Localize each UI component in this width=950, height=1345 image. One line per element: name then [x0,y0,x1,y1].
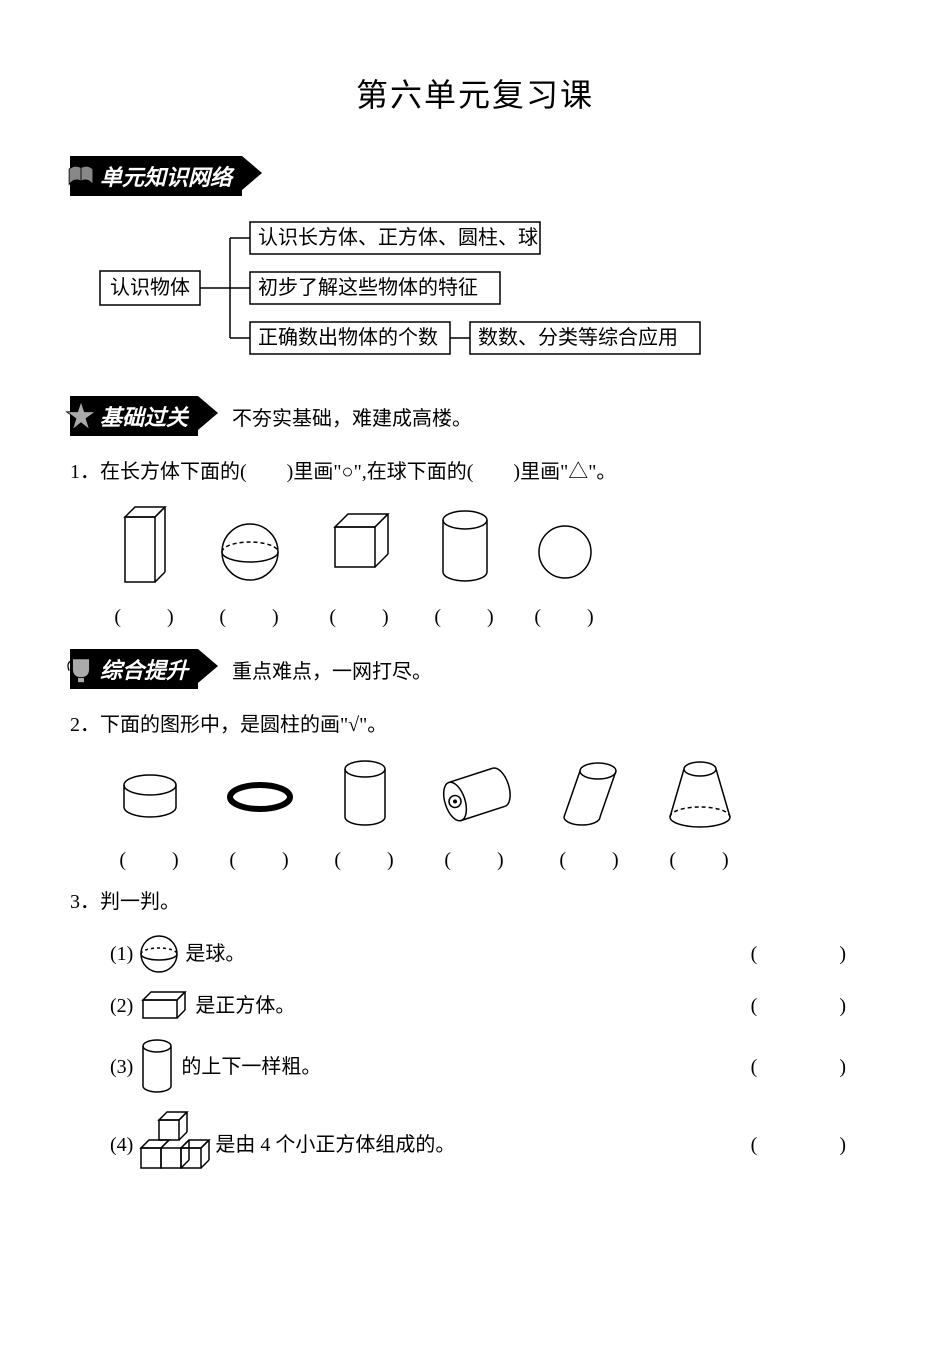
q2-shape-short-cylinder: ( ) [110,755,190,872]
q3-i4-post: 是由 4 个小正方体组成的。 [215,1131,455,1159]
star-icon [64,399,98,433]
q3-i4-paren: ( ) [751,1131,880,1159]
q2-num: 2． [70,714,100,736]
q3-item-2: (2) 是正方体。 ( ) [110,988,880,1024]
q1-paren-2: ( ) [219,600,280,629]
badge-advanced-text: 综合提升 [100,653,188,685]
section-basic-header: 基础过关 不夯实基础，难建成高楼。 [70,396,880,436]
q1-shapes-row: ( ) ( ) ( ) ( ) [110,502,880,629]
q1-shape-cuboid: ( ) [110,502,180,629]
q3-i3-paren: ( ) [751,1053,880,1081]
q3-item-1: (1) 是球。 ( ) [110,932,880,976]
page-title: 第六单元复习课 [70,70,880,116]
advanced-subtitle: 重点难点，一网打尽。 [232,655,432,684]
q3-i1-pre: (1) [110,940,133,968]
q2-paren-3: ( ) [334,843,395,872]
badge-advanced: 综合提升 [70,649,198,689]
q1-b: )里画"○",在球下面的( [287,461,474,483]
sphere-icon [137,932,181,976]
q3-body: 判一判。 [100,891,180,913]
q3-i2-pre: (2) [110,992,133,1020]
q3-i2-post: 是正方体。 [195,992,295,1020]
q1-paren-5: ( ) [534,600,595,629]
cuboid-icon [137,988,191,1024]
q1-num: 1． [70,461,100,483]
knowledge-tree: 认识物体 认识长方体、正方体、圆柱、球 初步了解这些物体的特征 正确数出物体的个… [90,216,880,366]
badge-basic-text: 基础过关 [100,400,188,432]
tree-b1: 认识长方体、正方体、圆柱、球 [258,226,538,249]
q1-shape-cube: ( ) [320,502,400,629]
badge-basic: 基础过关 [70,396,198,436]
q3-i4-pre: (4) [110,1131,133,1159]
q2-shape-tall-cylinder: ( ) [330,755,400,872]
q1-shape-sphere: ( ) [210,502,290,629]
q2-paren-2: ( ) [229,843,290,872]
tree-b2: 初步了解这些物体的特征 [258,276,478,299]
q3-i2-paren: ( ) [751,992,880,1020]
q2-shape-ring: ( ) [220,755,300,872]
badge-knowledge-text: 单元知识网络 [100,160,232,192]
trophy-icon [64,652,98,686]
q2-paren-1: ( ) [119,843,180,872]
section-knowledge-header: 单元知识网络 [70,156,880,196]
q1-shape-circle: ( ) [530,502,600,629]
q2-shape-frustum: ( ) [660,755,740,872]
q3-item-3: (3) 的上下一样粗。 ( ) [110,1036,880,1098]
q1-c: )里画"△"。 [513,461,616,483]
basic-subtitle: 不夯实基础，难建成高楼。 [232,402,472,431]
q2-body: 下面的图形中，是圆柱的画"√"。 [100,714,387,736]
q2-paren-6: ( ) [669,843,730,872]
q3-i3-pre: (3) [110,1053,133,1081]
tree-root: 认识物体 [110,276,190,299]
q2-shape-roll: ( ) [430,755,520,872]
q1-text: 1．在长方体下面的( )里画"○",在球下面的( )里画"△"。 [70,456,880,488]
tree-b3: 正确数出物体的个数 [258,326,438,349]
book-icon [64,159,98,193]
q2-text: 2．下面的图形中，是圆柱的画"√"。 [70,709,880,741]
q1-shape-cylinder: ( ) [430,502,500,629]
q2-paren-5: ( ) [559,843,620,872]
q3-num: 3． [70,891,100,913]
q3-i1-paren: ( ) [751,940,880,968]
q1-paren-3: ( ) [329,600,390,629]
section-advanced-header: 综合提升 重点难点，一网打尽。 [70,649,880,689]
cubes-icon [137,1110,211,1180]
q2-shapes-row: ( ) ( ) ( ) ( ) [110,755,880,872]
q1-paren-1: ( ) [114,600,175,629]
q3-item-4: (4) 是由 4 个小正方体组成的。 ( ) [110,1110,880,1180]
q1-paren-4: ( ) [434,600,495,629]
q2-shape-slanted: ( ) [550,755,630,872]
q3-i1-post: 是球。 [185,940,245,968]
q3-text: 3．判一判。 [70,886,880,918]
badge-knowledge: 单元知识网络 [70,156,242,196]
q3-i3-post: 的上下一样粗。 [181,1053,321,1081]
tree-b3b: 数数、分类等综合应用 [478,326,678,349]
cylinder-icon [137,1036,177,1098]
q1-a: 在长方体下面的( [100,461,247,483]
q2-paren-4: ( ) [444,843,505,872]
